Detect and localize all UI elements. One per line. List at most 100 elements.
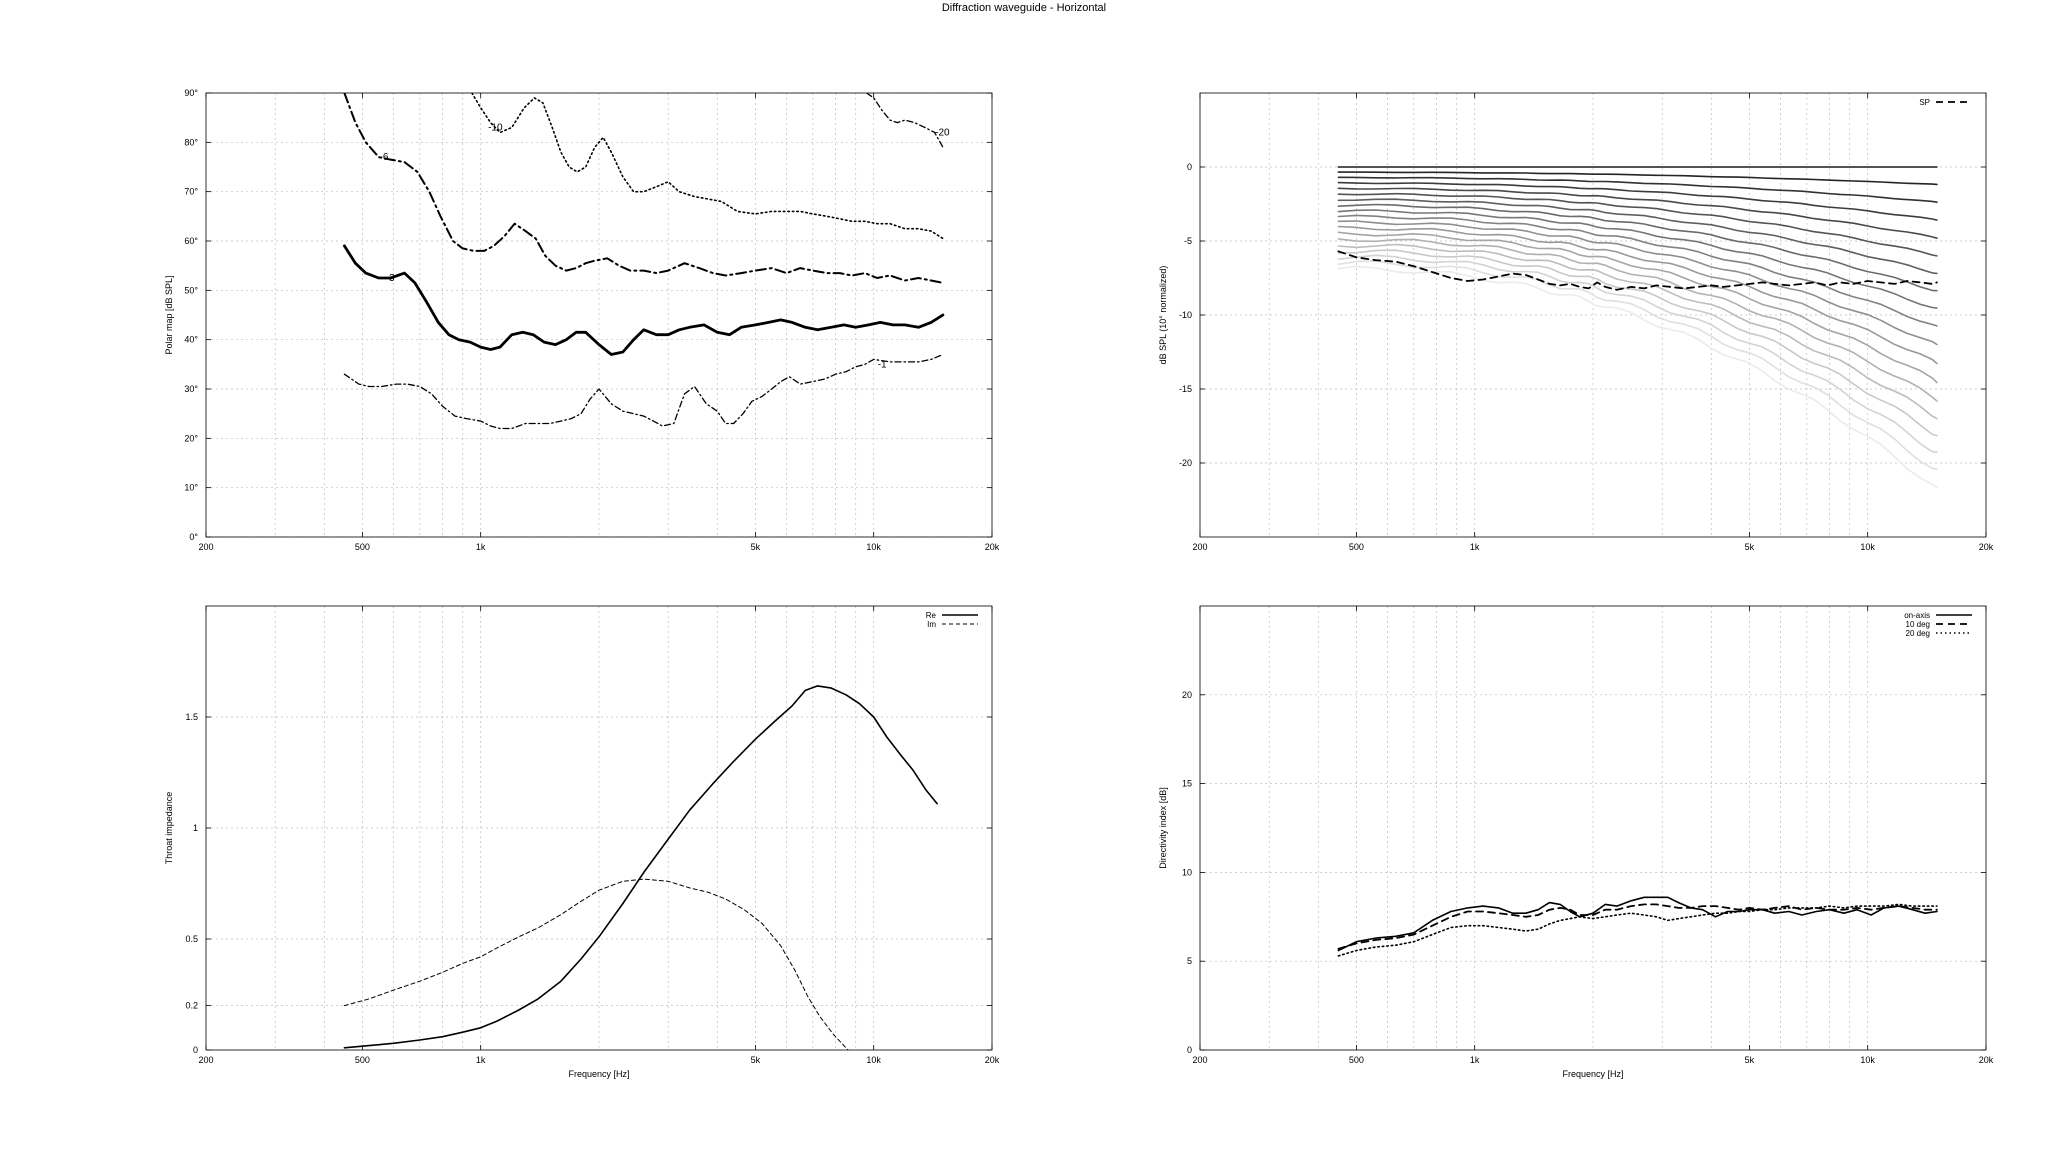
series-line bbox=[343, 353, 944, 430]
x-tick-label: 200 bbox=[198, 1055, 213, 1065]
series-line bbox=[343, 685, 938, 1049]
x-tick-label: 20k bbox=[985, 542, 1000, 552]
y-tick-label: 0° bbox=[189, 532, 198, 542]
angle-curve bbox=[1337, 198, 1938, 275]
y-tick-label: 0.5 bbox=[185, 934, 198, 944]
angle-curve bbox=[1337, 249, 1938, 437]
legend-label: 10 deg bbox=[1906, 620, 1930, 629]
sp-curve bbox=[1337, 250, 1938, 291]
series-line bbox=[342, 244, 945, 356]
angle-curve bbox=[1337, 171, 1938, 186]
x-tick-label: 5k bbox=[751, 1055, 761, 1065]
contour-label: -6 bbox=[380, 152, 389, 163]
y-axis-label: Directivity index [dB] bbox=[1158, 787, 1168, 869]
y-tick-label: 50° bbox=[184, 285, 198, 295]
y-tick-label: 0 bbox=[1187, 162, 1192, 172]
x-tick-label: 10k bbox=[1860, 542, 1875, 552]
y-tick-label: -5 bbox=[1184, 236, 1192, 246]
legend-label: Im bbox=[927, 620, 936, 629]
plot-frame bbox=[1199, 605, 1987, 1051]
x-tick-label: 500 bbox=[1349, 542, 1364, 552]
y-tick-label: -15 bbox=[1179, 384, 1192, 394]
x-tick-label: 200 bbox=[1192, 542, 1207, 552]
legend-label: 20 deg bbox=[1906, 629, 1930, 638]
legend-label: on-axis bbox=[1904, 611, 1930, 620]
y-tick-label: 60° bbox=[184, 236, 198, 246]
chart-polar: 200 500 1k 5k 10k 20k 0° 10° 20° 30° 40° 50° 60° 70° 8… bbox=[164, 88, 1000, 552]
y-axis-label: Throat impedance bbox=[164, 792, 174, 865]
angle-curve bbox=[1337, 225, 1938, 365]
plot-frame bbox=[205, 92, 993, 538]
y-tick-label: 15 bbox=[1182, 779, 1192, 789]
series-line bbox=[1337, 903, 1938, 957]
y-tick-label: 80° bbox=[184, 137, 198, 147]
y-tick-label: 10 bbox=[1182, 867, 1192, 877]
x-tick-label: 5k bbox=[1745, 542, 1755, 552]
contour-label: -20 bbox=[935, 127, 950, 138]
y-tick-label: 0 bbox=[193, 1045, 198, 1055]
legend-label: SP bbox=[1919, 98, 1930, 107]
y-tick-label: 70° bbox=[184, 187, 198, 197]
y-tick-label: 20° bbox=[184, 433, 198, 443]
y-axis-label: dB SPL (10° normalized) bbox=[1158, 266, 1168, 365]
x-tick-label: 10k bbox=[866, 1055, 881, 1065]
angle-curve bbox=[1337, 214, 1938, 327]
x-tick-label: 5k bbox=[1745, 1055, 1755, 1065]
angle-curve bbox=[1337, 176, 1938, 203]
series-line bbox=[866, 93, 944, 148]
angle-curve bbox=[1337, 220, 1938, 346]
y-tick-label: 30° bbox=[184, 384, 198, 394]
x-tick-label: 10k bbox=[1860, 1055, 1875, 1065]
x-tick-label: 20k bbox=[985, 1055, 1000, 1065]
angle-curve bbox=[1337, 265, 1938, 489]
series-line bbox=[1337, 896, 1938, 952]
x-tick-label: 20k bbox=[1979, 542, 1994, 552]
series-line bbox=[1337, 903, 1938, 950]
legend-label: Re bbox=[926, 611, 937, 620]
contour-label: -1 bbox=[878, 359, 887, 370]
angle-curve bbox=[1337, 192, 1938, 257]
x-tick-label: 200 bbox=[1192, 1055, 1207, 1065]
x-axis-label: Frequency [Hz] bbox=[1562, 1069, 1623, 1079]
plot-area bbox=[1337, 896, 1938, 957]
series-line bbox=[343, 93, 944, 284]
x-tick-label: 5k bbox=[751, 542, 761, 552]
grid bbox=[206, 606, 992, 1051]
y-tick-label: 5 bbox=[1187, 956, 1192, 966]
x-tick-label: 200 bbox=[198, 542, 213, 552]
x-tick-label: 1k bbox=[476, 542, 486, 552]
y-tick-label: 0.2 bbox=[185, 1001, 198, 1011]
chart-impedance: 200 500 1k 5k 10k 20k 0 0.2 0.5 1 1.5 Throat impeda… bbox=[164, 605, 1000, 1079]
plot-area: -1 -3 -6 -10 -20 bbox=[342, 93, 950, 430]
angle-curve bbox=[1337, 209, 1938, 309]
angle-curve bbox=[1337, 181, 1938, 221]
angle-curve bbox=[1337, 260, 1938, 471]
grid bbox=[206, 92, 992, 538]
y-tick-label: 1 bbox=[193, 823, 198, 833]
grid bbox=[1200, 606, 1986, 1051]
x-tick-label: 500 bbox=[355, 542, 370, 552]
angle-curve bbox=[1337, 187, 1938, 239]
contour-label: -10 bbox=[488, 123, 503, 134]
x-tick-label: 500 bbox=[355, 1055, 370, 1065]
page-title: Diffraction waveguide - Horizontal bbox=[941, 2, 1107, 14]
x-tick-label: 500 bbox=[1349, 1055, 1364, 1065]
y-tick-label: -10 bbox=[1179, 310, 1192, 320]
y-axis-label: Polar map [dB SPL] bbox=[164, 275, 174, 354]
chart-normalized: 200 500 1k 5k 10k 20k 0 -5 -10 -15 -20 dB SPL (10° … bbox=[1158, 92, 1994, 552]
y-tick-label: 0 bbox=[1187, 1045, 1192, 1055]
x-tick-label: 1k bbox=[1470, 1055, 1480, 1065]
x-tick-label: 1k bbox=[476, 1055, 486, 1065]
x-tick-label: 1k bbox=[1470, 542, 1480, 552]
series-line bbox=[471, 93, 944, 240]
angle-curve bbox=[1337, 254, 1938, 454]
angle-curve bbox=[1337, 231, 1938, 384]
legend: SP bbox=[1919, 98, 1972, 107]
y-tick-label: 90° bbox=[184, 88, 198, 98]
plot-area bbox=[343, 685, 938, 1050]
x-tick-label: 20k bbox=[1979, 1055, 1994, 1065]
chart-di: 200 500 1k 5k 10k 20k 0 5 10 15 20 Directivity inde… bbox=[1158, 605, 1994, 1079]
